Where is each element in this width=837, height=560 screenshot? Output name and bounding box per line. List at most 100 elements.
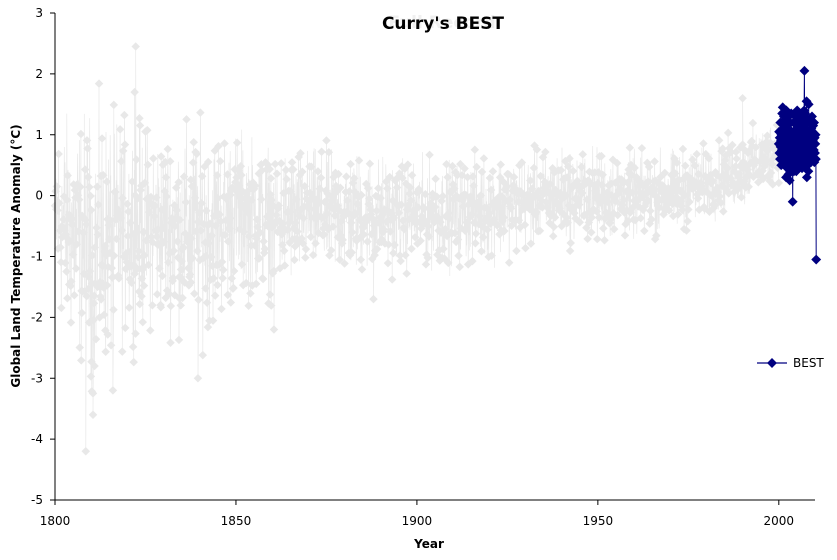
background-point	[410, 232, 420, 242]
background-point	[407, 244, 416, 253]
background-point	[133, 252, 143, 262]
background-point	[131, 42, 140, 51]
background-point	[266, 190, 275, 199]
background-point	[174, 178, 183, 187]
background-point	[82, 136, 92, 145]
background-point	[168, 273, 178, 283]
background-point	[223, 170, 232, 179]
y-tick-label: 3	[35, 6, 43, 20]
background-point	[84, 284, 93, 293]
background-point	[416, 236, 425, 246]
background-point	[122, 257, 132, 267]
background-point	[148, 301, 157, 310]
background-point	[350, 208, 360, 218]
background-point	[100, 241, 110, 251]
background-point	[121, 249, 131, 258]
background-point	[64, 237, 74, 247]
y-tick-label: 2	[35, 67, 43, 81]
background-point	[112, 234, 121, 244]
background-point	[748, 118, 758, 128]
background-point	[454, 251, 463, 260]
background-point	[316, 173, 326, 183]
background-point	[436, 217, 445, 227]
background-point	[216, 156, 225, 166]
background-point	[479, 233, 488, 242]
background-point	[322, 209, 332, 219]
background-point	[425, 150, 434, 160]
background-point	[76, 356, 86, 365]
background-point	[432, 192, 442, 201]
background-point	[68, 220, 77, 229]
background-point	[265, 164, 274, 174]
background-point	[204, 238, 214, 248]
background-point	[120, 140, 130, 149]
background-point	[470, 145, 480, 154]
background-point	[201, 251, 211, 261]
background-point	[270, 159, 280, 169]
background-point	[471, 229, 481, 238]
background-point	[215, 210, 224, 219]
background-point	[192, 149, 201, 159]
background-point	[83, 144, 92, 153]
background-point	[223, 290, 233, 300]
background-point	[175, 215, 185, 225]
best-point	[811, 254, 822, 265]
background-point	[118, 193, 127, 203]
background-point	[214, 142, 223, 151]
background-point	[166, 338, 175, 347]
background-point	[163, 144, 173, 154]
background-point	[251, 181, 260, 191]
background-point	[444, 208, 454, 218]
background-point	[188, 158, 198, 167]
background-point	[327, 246, 336, 255]
background-point	[201, 284, 210, 293]
background-point	[217, 257, 227, 267]
background-point	[683, 217, 692, 226]
background-point	[578, 150, 588, 159]
background-point	[269, 325, 279, 334]
background-point	[109, 305, 118, 314]
background-point	[298, 239, 308, 248]
background-point	[342, 172, 351, 181]
background-point	[322, 136, 331, 145]
background-point	[179, 243, 188, 252]
background-point	[386, 227, 395, 236]
background-point	[625, 143, 635, 153]
background-point	[650, 157, 659, 166]
legend: BEST	[757, 356, 824, 370]
background-point	[203, 157, 213, 167]
background-point	[405, 189, 414, 198]
background-point	[106, 216, 115, 225]
background-point	[82, 291, 91, 301]
best-point	[803, 99, 814, 110]
background-point	[83, 172, 93, 182]
background-point	[283, 225, 293, 235]
background-point	[492, 221, 502, 230]
background-point	[279, 246, 289, 255]
background-point	[340, 259, 349, 268]
background-point	[217, 304, 226, 314]
background-point	[232, 138, 242, 147]
best-point	[809, 117, 820, 128]
background-point	[738, 93, 747, 103]
background-point	[133, 194, 142, 203]
best-point	[810, 154, 821, 165]
background-point	[130, 87, 139, 97]
background-point	[66, 318, 76, 327]
background-point	[286, 187, 296, 196]
background-point	[90, 243, 100, 252]
background-point	[443, 173, 452, 182]
background-point	[317, 213, 327, 222]
background-point	[172, 206, 182, 215]
background-point	[152, 289, 162, 299]
background-point	[185, 270, 195, 279]
background-point	[173, 237, 182, 246]
background-point	[59, 215, 68, 224]
background-point	[196, 108, 205, 117]
background-point	[155, 264, 164, 273]
background-point	[421, 189, 430, 199]
background-point	[102, 177, 112, 186]
best-point	[787, 196, 798, 207]
background-point	[269, 266, 279, 276]
background-point	[272, 210, 281, 220]
